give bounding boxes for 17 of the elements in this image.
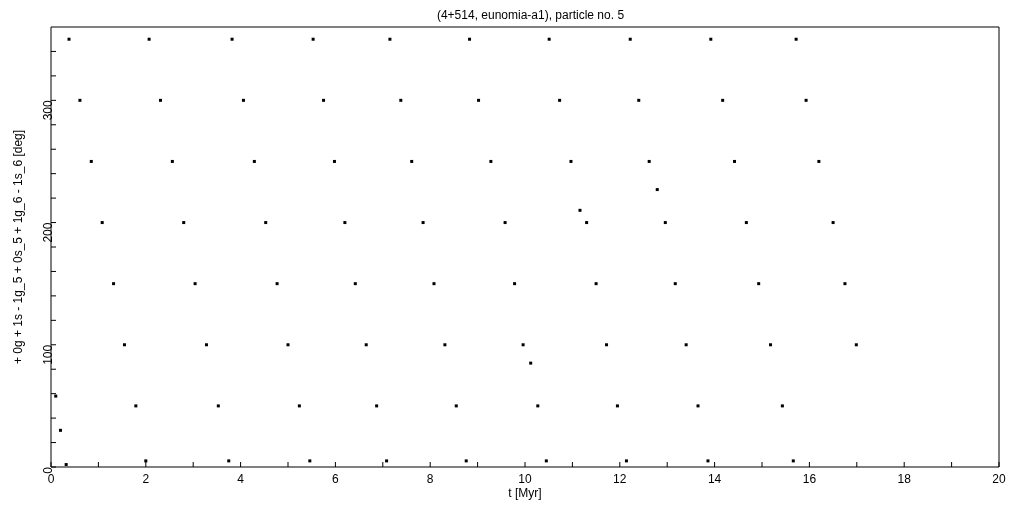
x-tick-label: 6 xyxy=(332,471,340,486)
y-axis-title: + 0g + 1s - 1g_5 + 0s_5 + 1g_6 - 1s_6 [deg] xyxy=(11,129,26,365)
x-tick-label: 12 xyxy=(613,471,627,486)
x-tick-label: 8 xyxy=(426,471,434,486)
x-tick-label: 14 xyxy=(707,471,722,486)
y-tick-label: 300 xyxy=(41,100,56,121)
x-tick-label: 4 xyxy=(237,471,245,486)
x-tick-label: 10 xyxy=(518,471,532,486)
y-tick-label: 200 xyxy=(41,222,56,243)
x-tick-label: 16 xyxy=(802,471,817,486)
x-tick-label: 20 xyxy=(992,471,1006,486)
y-tick-label: 100 xyxy=(41,344,56,365)
y-tick-label: 0 xyxy=(41,466,56,474)
x-tick-label: 18 xyxy=(897,471,912,486)
chart-title: (4+514, eunomia-a1), particle no. 5 xyxy=(435,8,626,24)
x-tick-label: 2 xyxy=(142,471,150,486)
x-axis-title: t [Myr] xyxy=(508,486,542,500)
